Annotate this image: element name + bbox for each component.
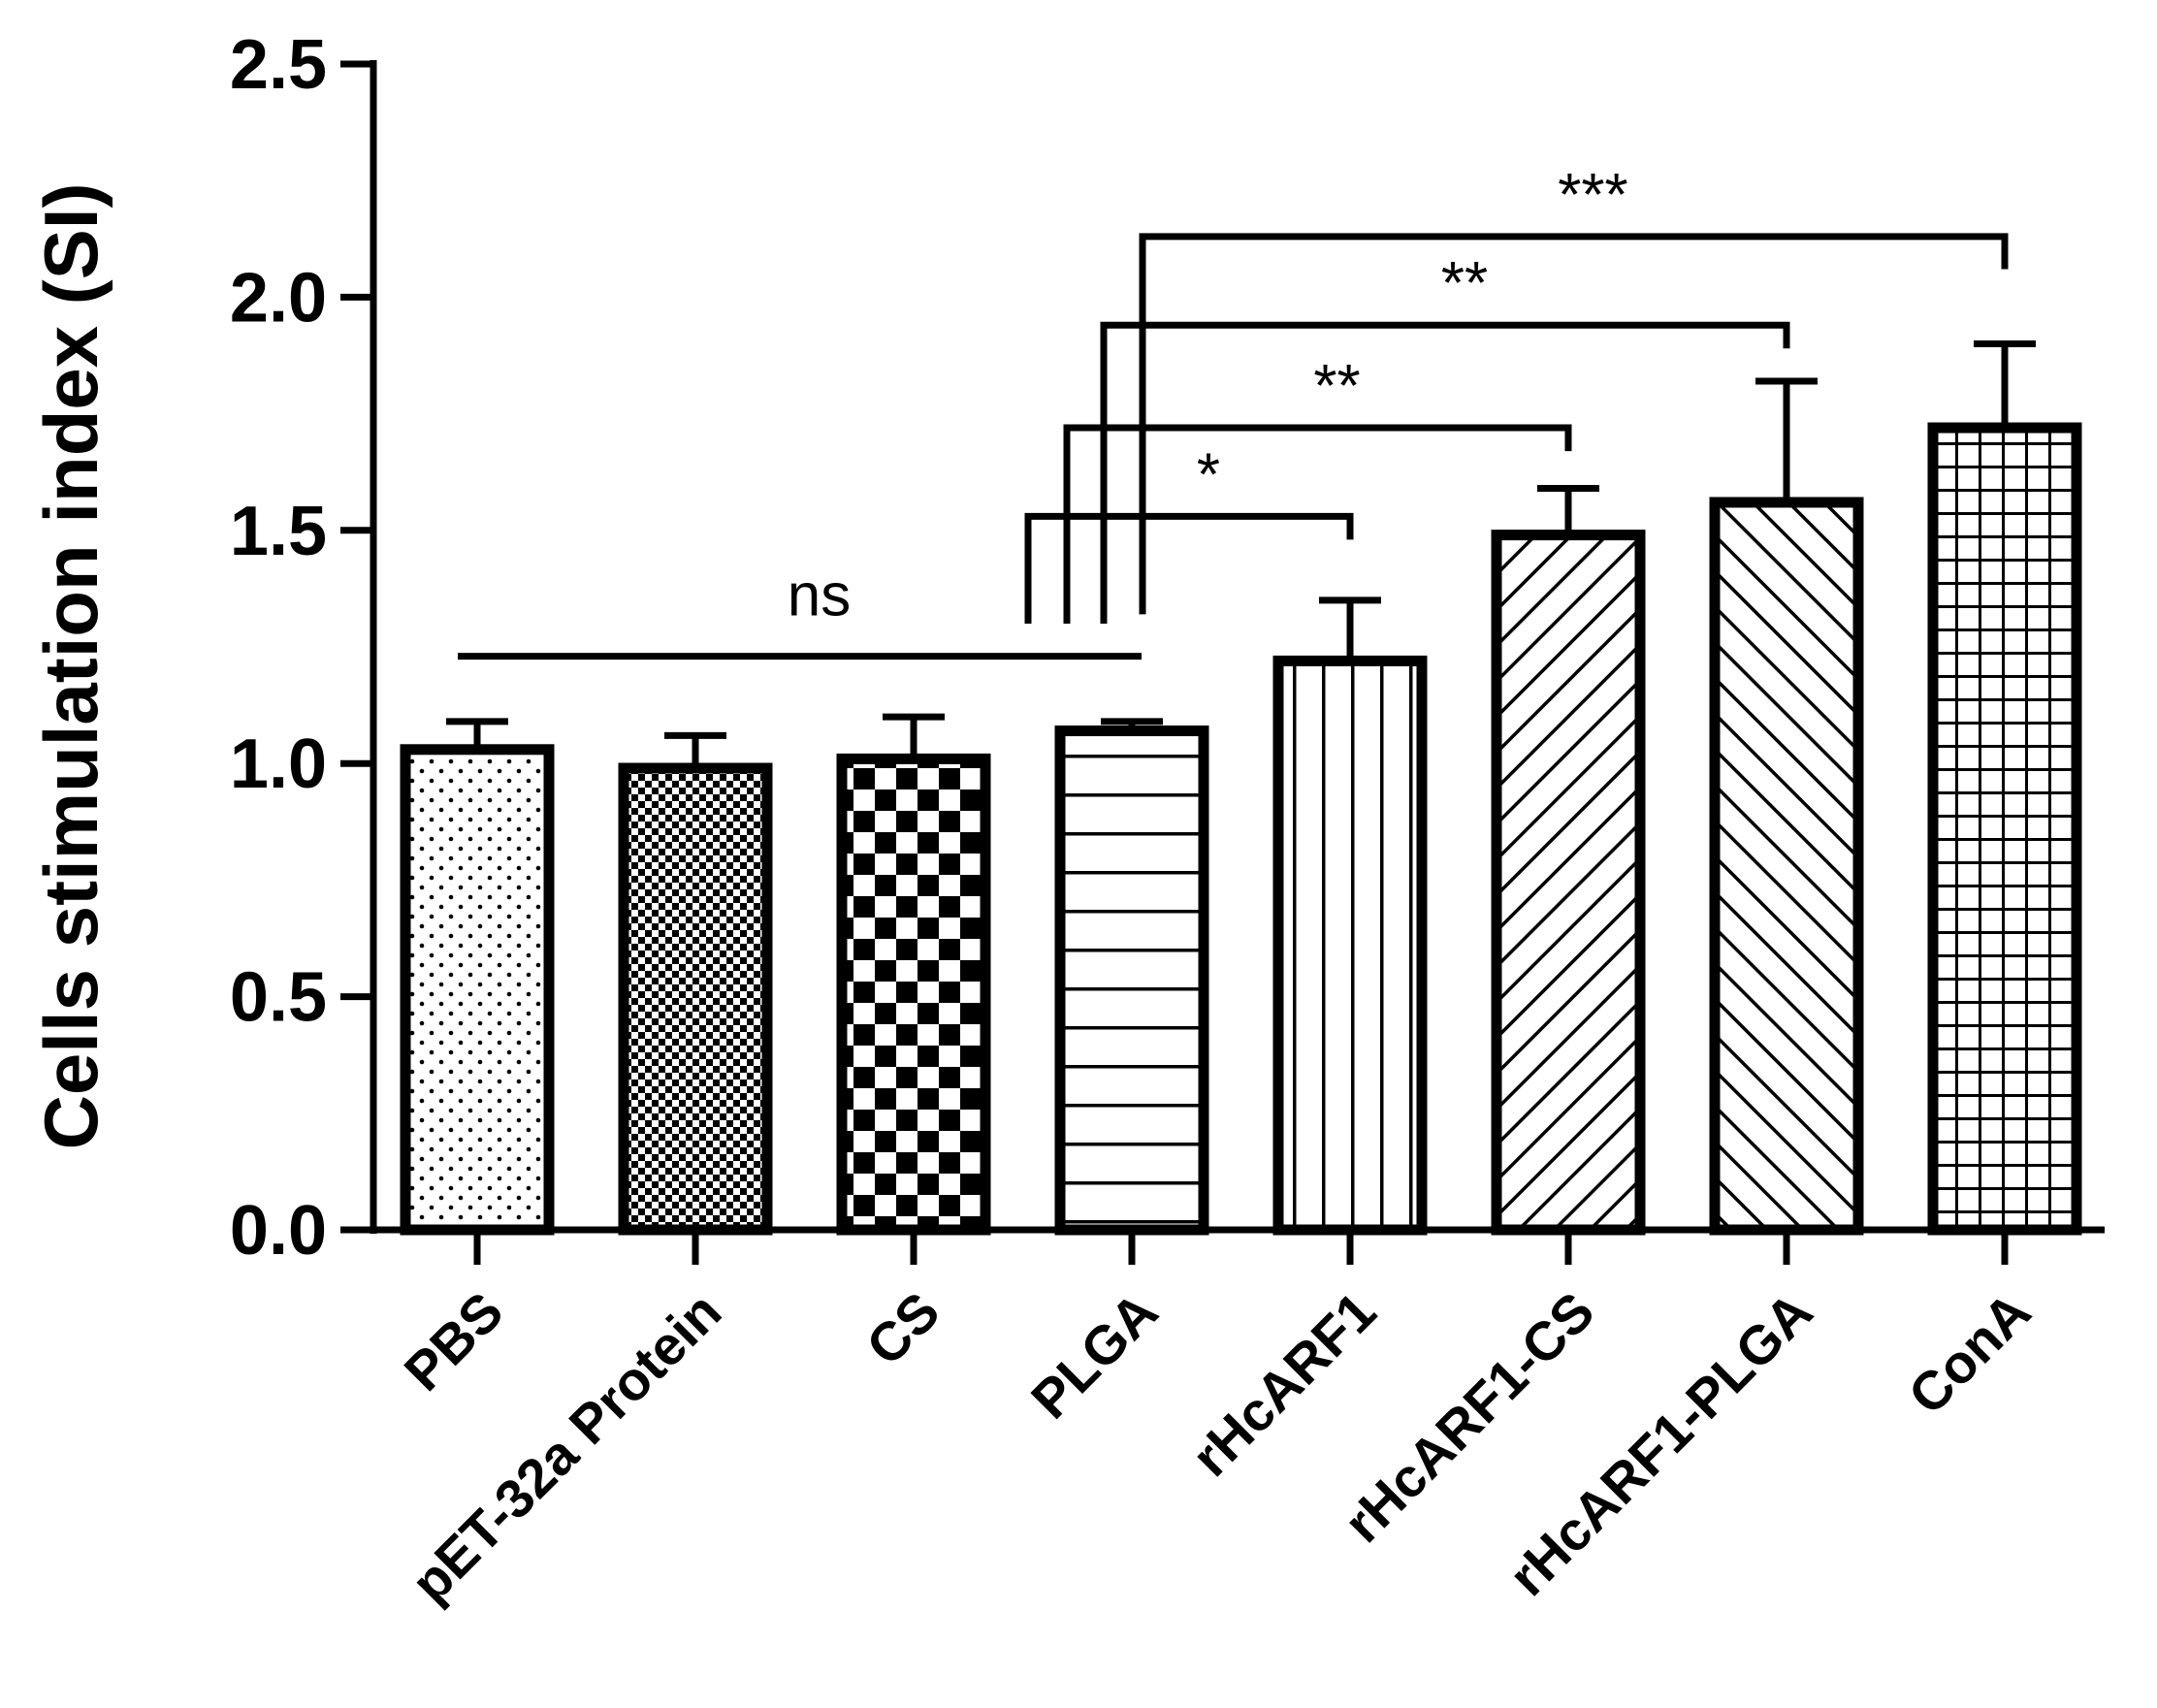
- y-tick-label: 1.0: [230, 725, 327, 803]
- bar-cona: [1927, 422, 2082, 1236]
- y-tick-label: 1.5: [230, 493, 327, 570]
- bars-layer: [400, 339, 2082, 1236]
- bar-plga: [1054, 725, 1209, 1236]
- bar-rhcarf1-plga: [1709, 497, 1864, 1236]
- significance-layer: ns********: [458, 162, 2009, 661]
- sig-bracket: [1100, 321, 1790, 624]
- sig-label: **: [1441, 250, 1488, 317]
- y-tick-label: 0.0: [230, 1192, 327, 1270]
- bar-rhcarf1-cs: [1491, 530, 1646, 1236]
- bar-cs: [836, 753, 991, 1236]
- y-tick-label: 2.0: [230, 259, 327, 337]
- sig-bracket: [1024, 512, 1354, 624]
- sig-label-ns: ns: [788, 563, 851, 629]
- bar-pet-32a-protein: [618, 762, 773, 1236]
- bar-rhcarf1: [1272, 655, 1428, 1236]
- x-category-label: ConA: [1896, 1280, 2042, 1426]
- sig-label: *: [1197, 441, 1220, 508]
- sig-label: ***: [1558, 162, 1627, 229]
- bar-pbs: [400, 744, 555, 1236]
- x-category-label: CS: [854, 1280, 951, 1377]
- x-category-label: rHcARF1: [1179, 1280, 1387, 1488]
- y-axis-title: Cells stimulation index (SI): [28, 183, 113, 1150]
- x-category-label: PLGA: [1019, 1280, 1170, 1431]
- y-tick-label: 2.5: [230, 26, 327, 104]
- sig-bracket: [1139, 233, 2009, 615]
- axes-layer: [340, 60, 2105, 1265]
- sig-bracket: [1063, 424, 1572, 624]
- sig-label: **: [1313, 353, 1360, 420]
- y-tick-label: 0.5: [230, 959, 327, 1037]
- x-category-label: PBS: [393, 1280, 515, 1402]
